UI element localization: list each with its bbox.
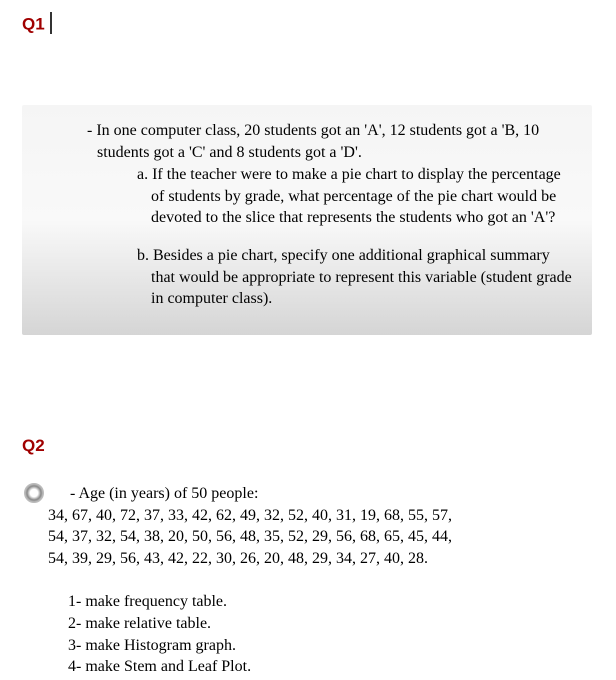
q1-subpart-b-text: b. Besides a pie chart, specify one addi… bbox=[151, 245, 572, 310]
loading-spinner-icon bbox=[24, 483, 44, 503]
q2-task-2: 2- make relative table. bbox=[68, 613, 593, 635]
q2-data-line-3: 54, 39, 29, 56, 43, 42, 22, 30, 26, 20, … bbox=[48, 548, 593, 570]
text-cursor bbox=[50, 12, 52, 34]
q1-subpart-b: b. Besides a pie chart, specify one addi… bbox=[137, 245, 572, 310]
q2-data-line-1: 34, 67, 40, 72, 37, 33, 42, 62, 49, 32, … bbox=[48, 505, 593, 527]
q2-task-4: 4- make Stem and Leaf Plot. bbox=[68, 656, 593, 678]
q2-task-3: 3- make Histogram graph. bbox=[68, 635, 593, 657]
q1-subpart-a-text: a. If the teacher were to make a pie cha… bbox=[151, 164, 572, 229]
q2-tasks-list: 1- make frequency table. 2- make relativ… bbox=[68, 591, 593, 677]
question-2-label: Q2 bbox=[22, 436, 45, 456]
q2-label-text: Q2 bbox=[22, 436, 45, 455]
question-1-label: Q1 bbox=[22, 14, 52, 36]
question-2-content: - Age (in years) of 50 people: 34, 67, 4… bbox=[48, 483, 593, 678]
q2-task-1: 1- make frequency table. bbox=[68, 591, 593, 613]
q2-data-line-2: 54, 37, 32, 54, 38, 20, 50, 56, 48, 35, … bbox=[48, 526, 593, 548]
q2-intro-text: - Age (in years) of 50 people: bbox=[70, 483, 593, 505]
q1-subpart-a: a. If the teacher were to make a pie cha… bbox=[137, 164, 572, 229]
q1-intro-text: - In one computer class, 20 students got… bbox=[87, 120, 572, 163]
q1-label-text: Q1 bbox=[22, 14, 45, 33]
question-1-content: - In one computer class, 20 students got… bbox=[22, 105, 592, 335]
